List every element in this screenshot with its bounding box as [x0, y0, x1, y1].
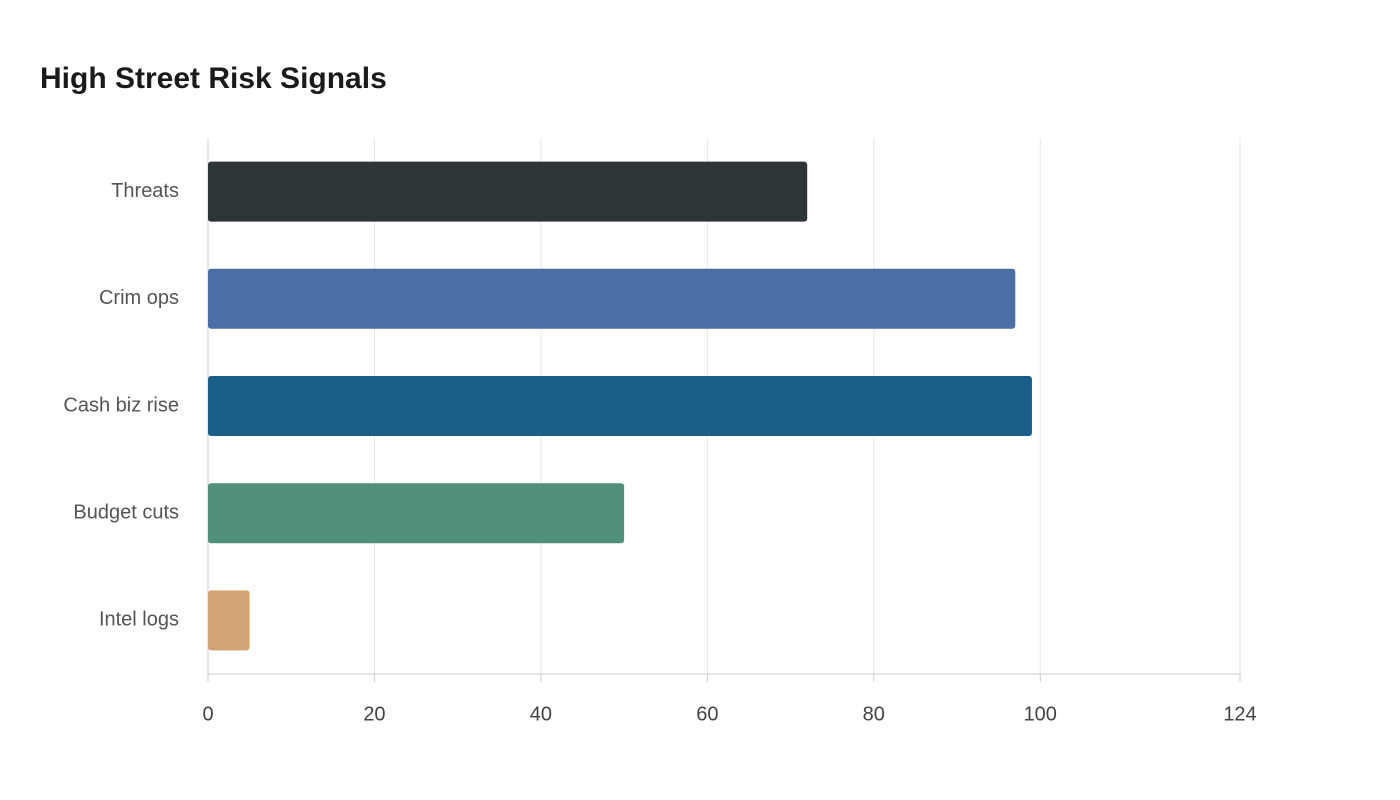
y-tick-label: Cash biz rise	[63, 394, 179, 416]
y-tick-label: Threats	[111, 180, 179, 202]
bar	[208, 161, 808, 222]
x-tick-label: 60	[696, 703, 718, 725]
x-tick-label: 124	[1223, 703, 1256, 725]
x-tick-label: 80	[863, 703, 885, 725]
bar	[208, 268, 1016, 329]
bar	[208, 590, 250, 651]
bar	[208, 376, 1032, 436]
x-tick-label: 100	[1024, 703, 1057, 725]
y-tick-label: Intel logs	[99, 609, 179, 631]
x-tick-label: 20	[363, 703, 385, 725]
x-tick-label: 40	[530, 703, 552, 725]
x-tick-label: 0	[202, 703, 213, 725]
bar	[208, 483, 625, 544]
y-tick-label: Budget cuts	[73, 501, 179, 523]
chart-title: High Street Risk Signals	[40, 62, 387, 95]
y-tick-label: Crim ops	[99, 287, 179, 309]
